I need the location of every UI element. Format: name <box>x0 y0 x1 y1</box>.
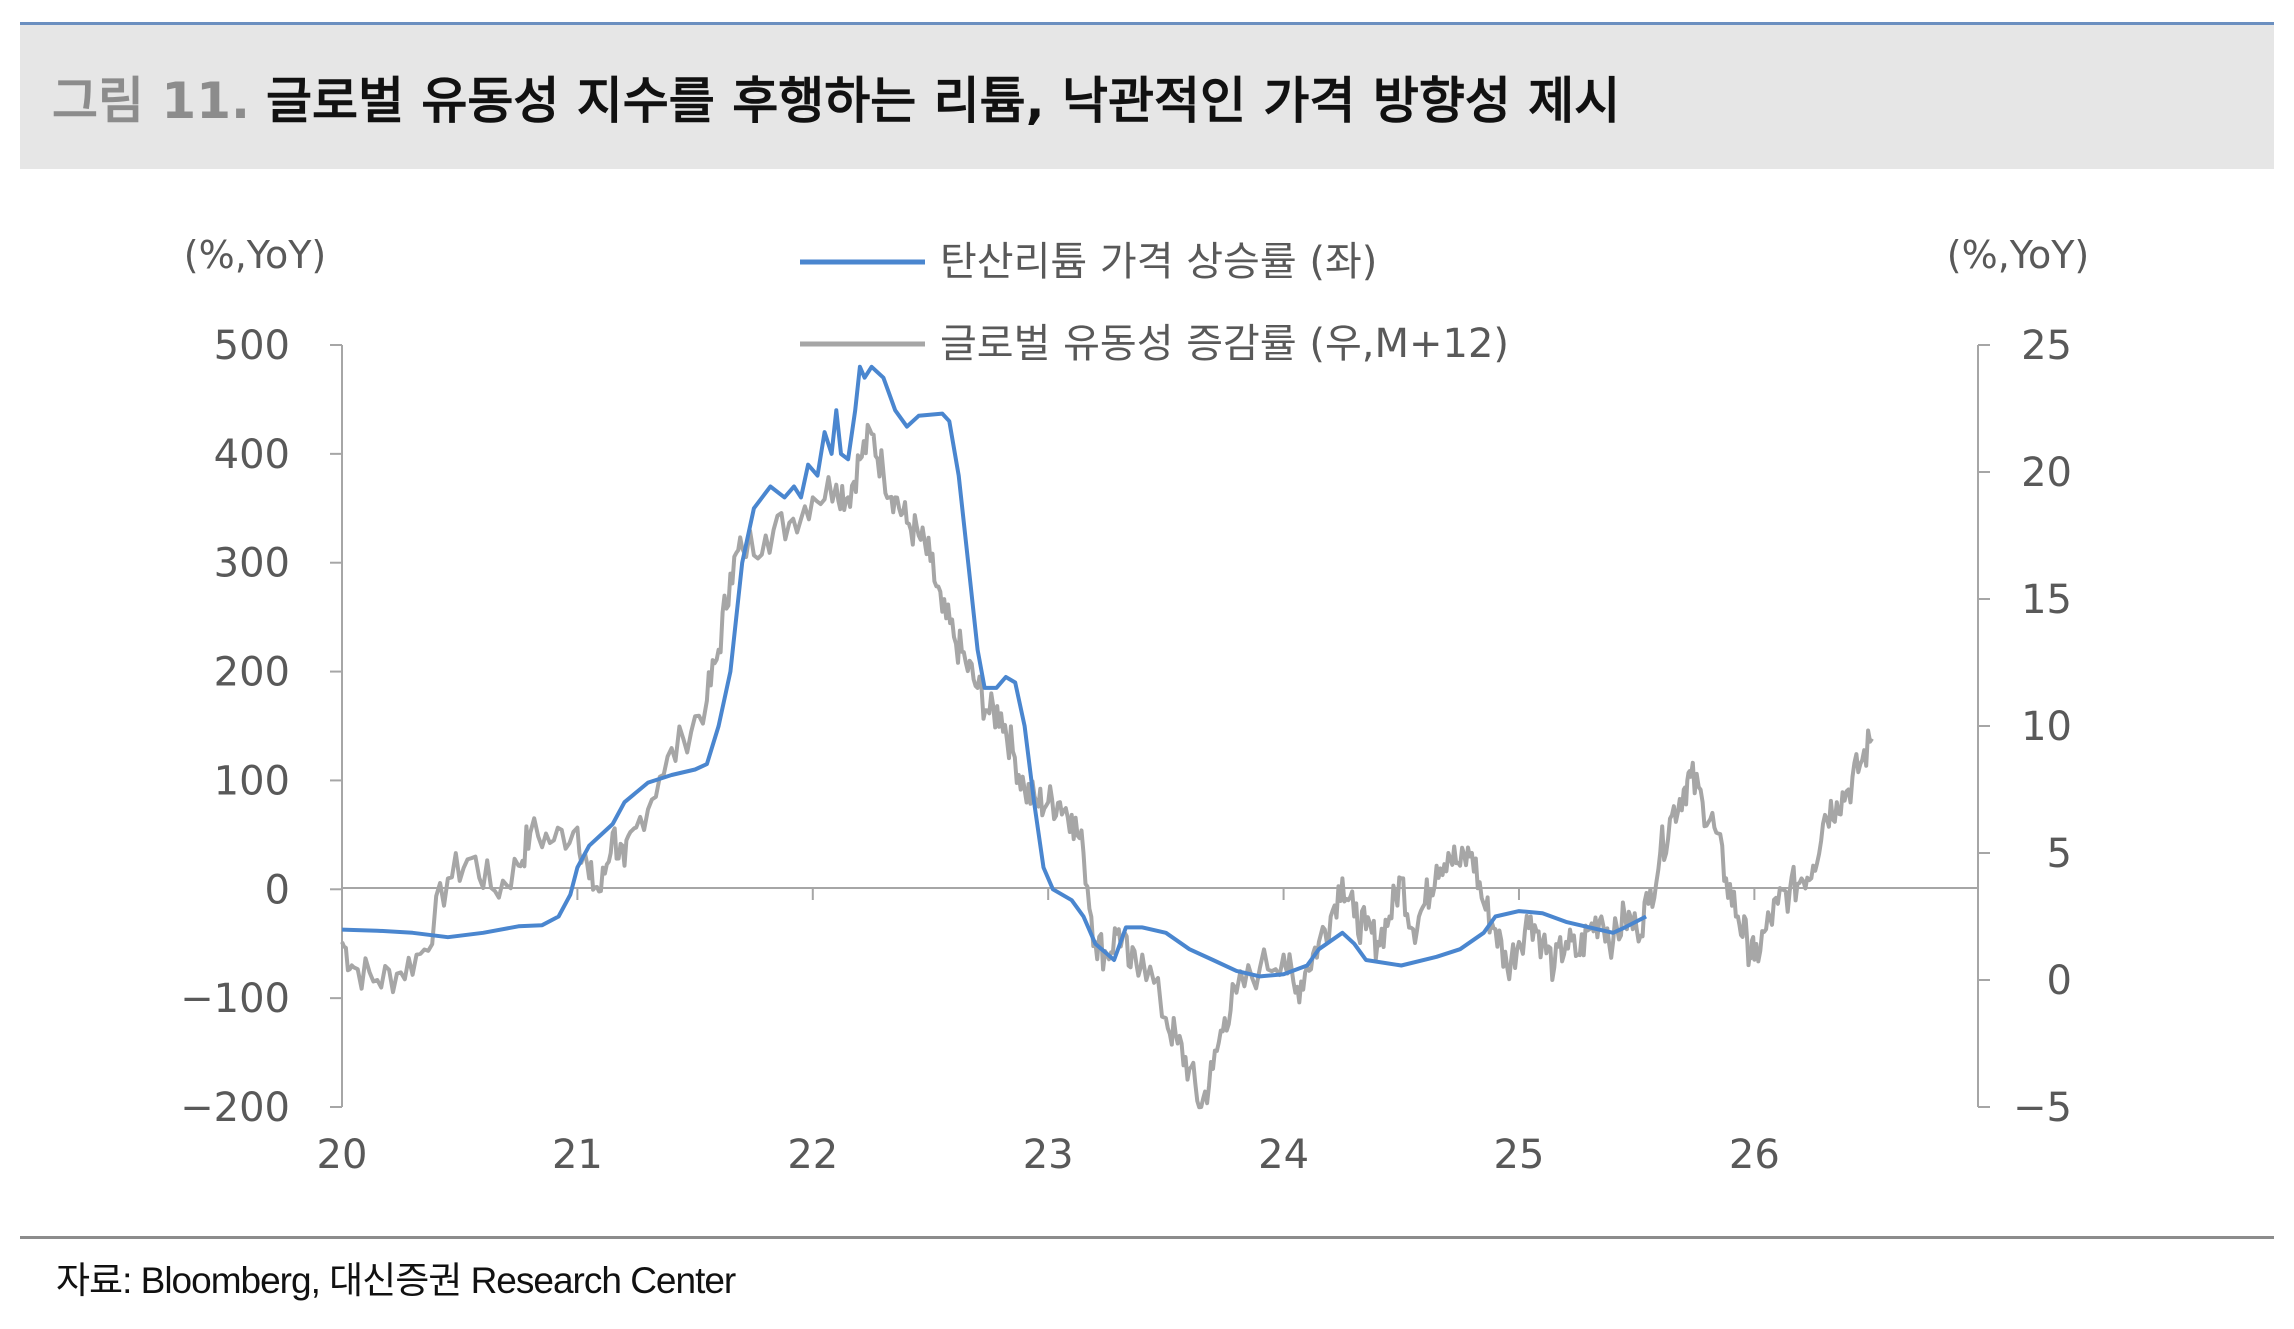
legend: 탄산리튬 가격 상승률 (좌) 글로벌 유동성 증감률 (우,M+12) <box>800 239 1509 367</box>
right-axis-unit: (%,YoY) <box>1947 233 2089 277</box>
x-tick-label: 24 <box>1258 1132 1309 1178</box>
title-bar: 그림 11. 글로벌 유동성 지수를 후행하는 리튬, 낙관적인 가격 방향성 … <box>20 25 2274 169</box>
right-tick-label: −5 <box>2013 1085 2072 1131</box>
right-tick-label: 20 <box>2021 450 2072 496</box>
x-tick-label: 26 <box>1729 1132 1780 1178</box>
left-tick-label: 300 <box>214 541 290 587</box>
figure-label: 그림 11. <box>52 72 250 130</box>
x-tick-label: 22 <box>787 1132 838 1178</box>
left-tick-label: 0 <box>265 867 290 913</box>
left-tick-label: −200 <box>180 1085 290 1131</box>
x-tick-label: 21 <box>552 1132 603 1178</box>
axes: 500 400 300 200 100 0 −100 −200 25 20 15 10 5 0 −5 20 21… <box>180 323 2072 1178</box>
series <box>340 364 1874 1110</box>
right-tick-label: 0 <box>2047 958 2072 1004</box>
series-line-lithium-price <box>341 364 1648 979</box>
left-tick-label: 200 <box>214 650 290 696</box>
left-tick-label: 400 <box>214 432 290 478</box>
top-rule <box>20 22 2274 25</box>
legend-label-lithium: 탄산리튬 가격 상승률 (좌) <box>940 239 1377 285</box>
left-tick-label: 100 <box>214 758 290 804</box>
left-tick-label: 500 <box>214 323 290 369</box>
left-axis-unit: (%,YoY) <box>184 233 326 277</box>
legend-label-liquidity: 글로벌 유동성 증감률 (우,M+12) <box>940 321 1509 367</box>
source-note: 자료: Bloomberg, 대신증권 Research Center <box>56 1260 736 1301</box>
right-tick-label: 25 <box>2021 323 2072 369</box>
x-tick-label: 23 <box>1023 1132 1074 1178</box>
x-tick-label: 25 <box>1494 1132 1545 1178</box>
x-tick-label: 20 <box>317 1132 368 1178</box>
bottom-rule <box>20 1236 2274 1239</box>
left-tick-label: −100 <box>180 976 290 1022</box>
right-tick-label: 10 <box>2021 704 2072 750</box>
series-line-global-liquidity <box>340 422 1874 1110</box>
right-tick-label: 15 <box>2021 577 2072 623</box>
right-tick-label: 5 <box>2047 831 2072 877</box>
chart-title: 글로벌 유동성 지수를 후행하는 리튬, 낙관적인 가격 방향성 제시 <box>265 72 1621 130</box>
